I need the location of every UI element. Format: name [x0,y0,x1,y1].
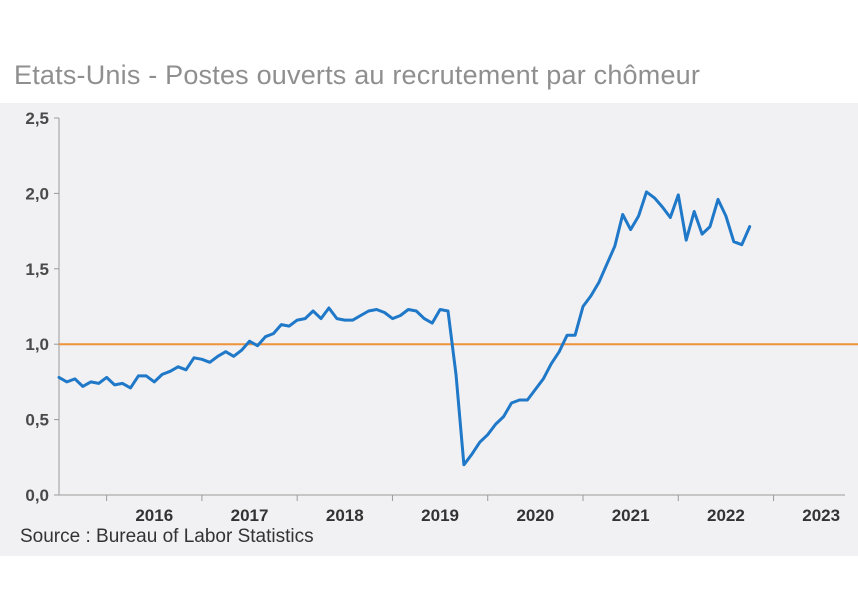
x-axis-ticks: 2016 2017 2018 2019 2020 2021 2022 2023 [106,495,840,525]
y-tick-label: 2,0 [25,184,49,203]
x-tick-label: 2019 [421,506,459,525]
source-note: Source : Bureau of Labor Statistics [20,526,314,547]
y-tick-label: 0,0 [25,486,49,505]
chart-title: Etats-Unis - Postes ouverts au recruteme… [14,60,701,90]
x-tick-label: 2018 [326,506,364,525]
y-tick-label: 0,5 [25,411,49,430]
x-tick-label: 2020 [516,506,554,525]
series-line [57,190,752,467]
y-axis-ticks: 0,0 0,5 1,0 1,5 2,0 2,5 [25,109,59,505]
x-tick-label: 2016 [135,506,173,525]
y-tick-label: 2,5 [25,109,49,128]
y-tick-label: 1,5 [25,260,49,279]
x-tick-label: 2021 [612,506,650,525]
y-tick-label: 1,0 [25,335,49,354]
x-tick-label: 2017 [231,506,269,525]
axes [58,118,845,496]
x-tick-label: 2022 [707,506,745,525]
chart-panel [0,103,858,556]
series-group [57,190,752,467]
x-tick-label: 2023 [802,506,840,525]
